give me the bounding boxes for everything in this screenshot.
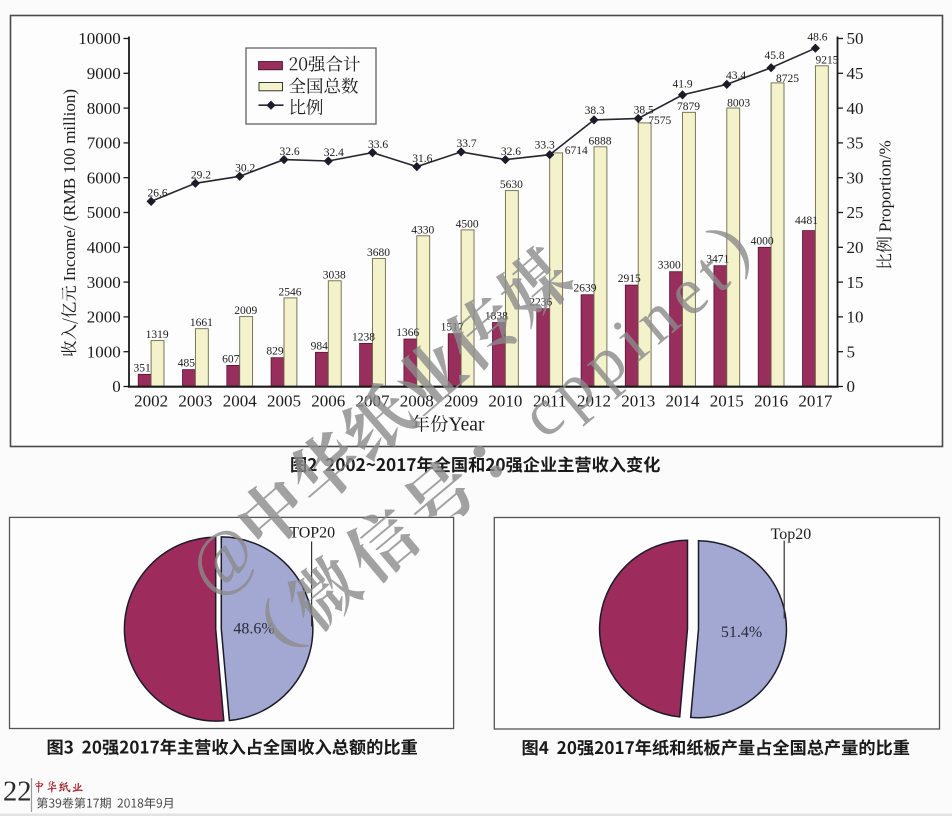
svg-text:2017: 2017: [798, 392, 833, 411]
svg-text:5000: 5000: [87, 203, 121, 222]
svg-text:8725: 8725: [776, 73, 799, 85]
svg-text:51.4%: 51.4%: [721, 624, 762, 641]
svg-text:2015: 2015: [710, 392, 744, 411]
svg-text:0: 0: [847, 377, 856, 396]
svg-text:4000: 4000: [751, 235, 774, 247]
svg-text:2014: 2014: [666, 392, 701, 411]
svg-text:2002: 2002: [134, 392, 168, 411]
svg-text:45: 45: [847, 64, 864, 83]
svg-text:2004: 2004: [223, 392, 258, 411]
svg-text:2639: 2639: [574, 283, 597, 295]
svg-text:607: 607: [222, 353, 240, 365]
svg-text:7000: 7000: [87, 134, 121, 153]
svg-text:1661: 1661: [190, 317, 213, 329]
svg-text:TOP20: TOP20: [289, 525, 335, 542]
svg-text:32.6: 32.6: [279, 146, 299, 158]
svg-text:35: 35: [847, 134, 864, 153]
svg-text:20: 20: [847, 238, 864, 257]
svg-text:33.6: 33.6: [368, 139, 388, 151]
svg-text:15: 15: [847, 273, 864, 292]
svg-text:33.3: 33.3: [535, 140, 555, 152]
svg-text:7575: 7575: [648, 115, 671, 127]
svg-text:0: 0: [112, 377, 121, 396]
svg-text:48.6: 48.6: [807, 32, 827, 44]
svg-text:2005: 2005: [267, 392, 301, 411]
svg-text:984: 984: [311, 340, 329, 352]
svg-text:9000: 9000: [87, 64, 121, 83]
svg-text:2000: 2000: [87, 308, 121, 327]
svg-text:Proportion/%: Proportion/%: [876, 140, 895, 232]
svg-text:3038: 3038: [323, 269, 346, 281]
svg-text:Income/ (RMB 100 million): Income/ (RMB 100 million): [60, 89, 79, 281]
svg-text:1319: 1319: [146, 329, 169, 341]
svg-text:10: 10: [847, 308, 864, 327]
svg-text:2009: 2009: [234, 305, 257, 317]
svg-text:1238: 1238: [352, 331, 375, 343]
svg-text:32.6: 32.6: [501, 146, 521, 158]
svg-text:3300: 3300: [658, 260, 681, 272]
svg-text:40: 40: [847, 99, 864, 118]
svg-text:3680: 3680: [367, 247, 390, 259]
svg-text:2006: 2006: [311, 392, 345, 411]
svg-text:2008: 2008: [400, 392, 434, 411]
svg-text:32.4: 32.4: [324, 147, 344, 159]
svg-text:2013: 2013: [621, 392, 655, 411]
svg-text:1366: 1366: [396, 327, 419, 339]
svg-text:2010: 2010: [488, 392, 522, 411]
svg-text:9215: 9215: [816, 55, 839, 67]
svg-text:Top20: Top20: [771, 526, 812, 543]
svg-text:485: 485: [178, 358, 196, 370]
svg-text:38.5: 38.5: [634, 105, 654, 117]
svg-text:45.8: 45.8: [764, 50, 784, 62]
svg-text:2915: 2915: [618, 273, 641, 285]
svg-text:1000: 1000: [87, 342, 121, 361]
svg-text:50: 50: [847, 29, 864, 48]
svg-text:33.7: 33.7: [457, 138, 477, 150]
svg-text:8000: 8000: [87, 99, 121, 118]
svg-text:5630: 5630: [500, 179, 523, 191]
svg-text:41.9: 41.9: [672, 78, 692, 90]
svg-text:31.6: 31.6: [412, 153, 432, 165]
svg-text:43.4: 43.4: [726, 70, 746, 82]
svg-text:Year: Year: [449, 415, 485, 436]
svg-text:829: 829: [266, 346, 284, 358]
svg-text:10000: 10000: [78, 29, 121, 48]
svg-text:5: 5: [847, 342, 856, 361]
svg-text:2012: 2012: [577, 392, 611, 411]
svg-text:351: 351: [133, 362, 151, 374]
svg-text:2016: 2016: [754, 392, 788, 411]
svg-text:38.3: 38.3: [585, 105, 605, 117]
svg-text:4481: 4481: [795, 215, 818, 227]
svg-text:3000: 3000: [87, 273, 121, 292]
svg-text:26.6: 26.6: [147, 188, 167, 200]
svg-text:8003: 8003: [727, 98, 750, 110]
svg-text:4500: 4500: [456, 218, 479, 230]
svg-text:30.2: 30.2: [235, 163, 255, 175]
svg-text:6714: 6714: [565, 145, 588, 157]
svg-text:30: 30: [847, 168, 864, 187]
svg-text:2009: 2009: [444, 392, 478, 411]
svg-text:7879: 7879: [677, 101, 700, 113]
svg-text:2003: 2003: [178, 392, 212, 411]
svg-text:22: 22: [3, 777, 32, 808]
svg-text:6888: 6888: [589, 135, 612, 147]
svg-text:3471: 3471: [706, 254, 729, 266]
svg-text:4330: 4330: [411, 224, 434, 236]
svg-text:48.6%: 48.6%: [233, 621, 274, 638]
svg-text:2546: 2546: [279, 286, 302, 298]
svg-text:6000: 6000: [87, 168, 121, 187]
svg-text:2011: 2011: [533, 392, 566, 411]
svg-text:25: 25: [847, 203, 864, 222]
svg-text:29.2: 29.2: [191, 170, 211, 182]
svg-text:4000: 4000: [87, 238, 121, 257]
